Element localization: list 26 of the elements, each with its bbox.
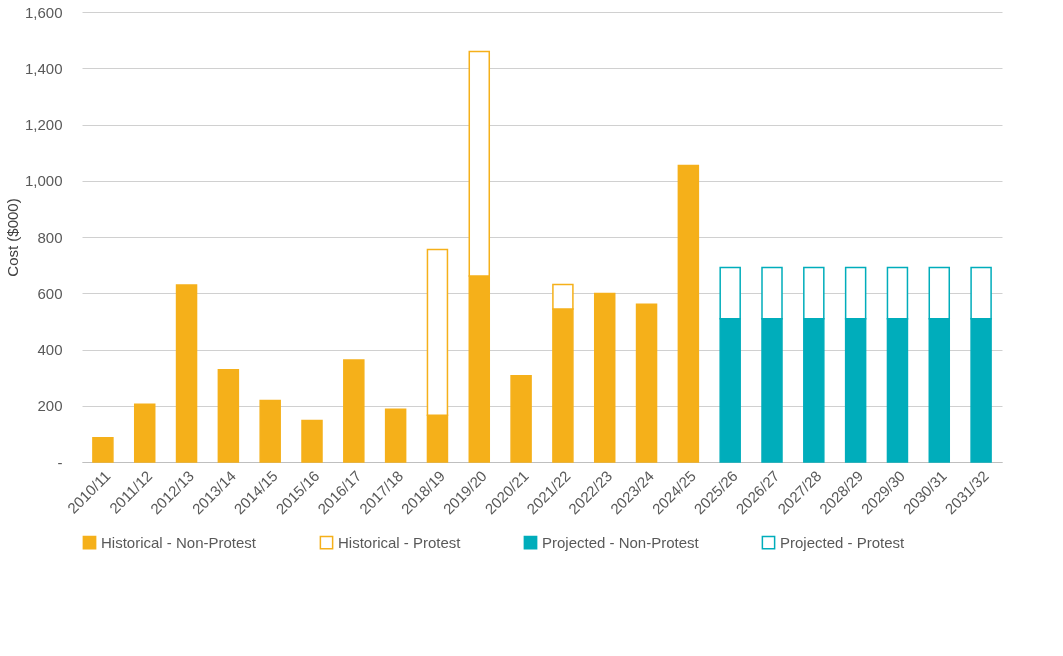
bar: [635, 303, 658, 463]
bar: [92, 437, 114, 463]
bar: [384, 408, 407, 463]
y-tick-label: 1,600: [24, 3, 63, 21]
y-tick-label: 600: [37, 284, 63, 302]
y-tick-label: 400: [37, 341, 63, 358]
bar: [259, 399, 281, 463]
y-tick-label: 1,400: [24, 59, 63, 77]
legend-label: Historical - Non-Protest: [101, 533, 257, 551]
y-axis-title: Cost ($000): [3, 198, 21, 277]
bar: [343, 359, 365, 463]
y-tick-label: 800: [37, 228, 63, 246]
y-tick-label: 1,200: [24, 116, 63, 133]
y-tick-label: -: [57, 453, 63, 471]
bar: [510, 374, 532, 463]
legend-label: Projected - Non-Protest: [542, 533, 700, 551]
legend-label: Historical - Protest: [338, 533, 462, 551]
y-tick-label: 200: [37, 397, 63, 415]
legend-label: Projected - Protest: [780, 533, 906, 551]
bar: [593, 292, 616, 463]
bar: [175, 284, 198, 463]
bar: [301, 419, 323, 463]
y-tick-label: 1,000: [24, 172, 63, 190]
bar: [133, 403, 156, 463]
bar: [677, 164, 700, 463]
bar: [217, 369, 240, 463]
